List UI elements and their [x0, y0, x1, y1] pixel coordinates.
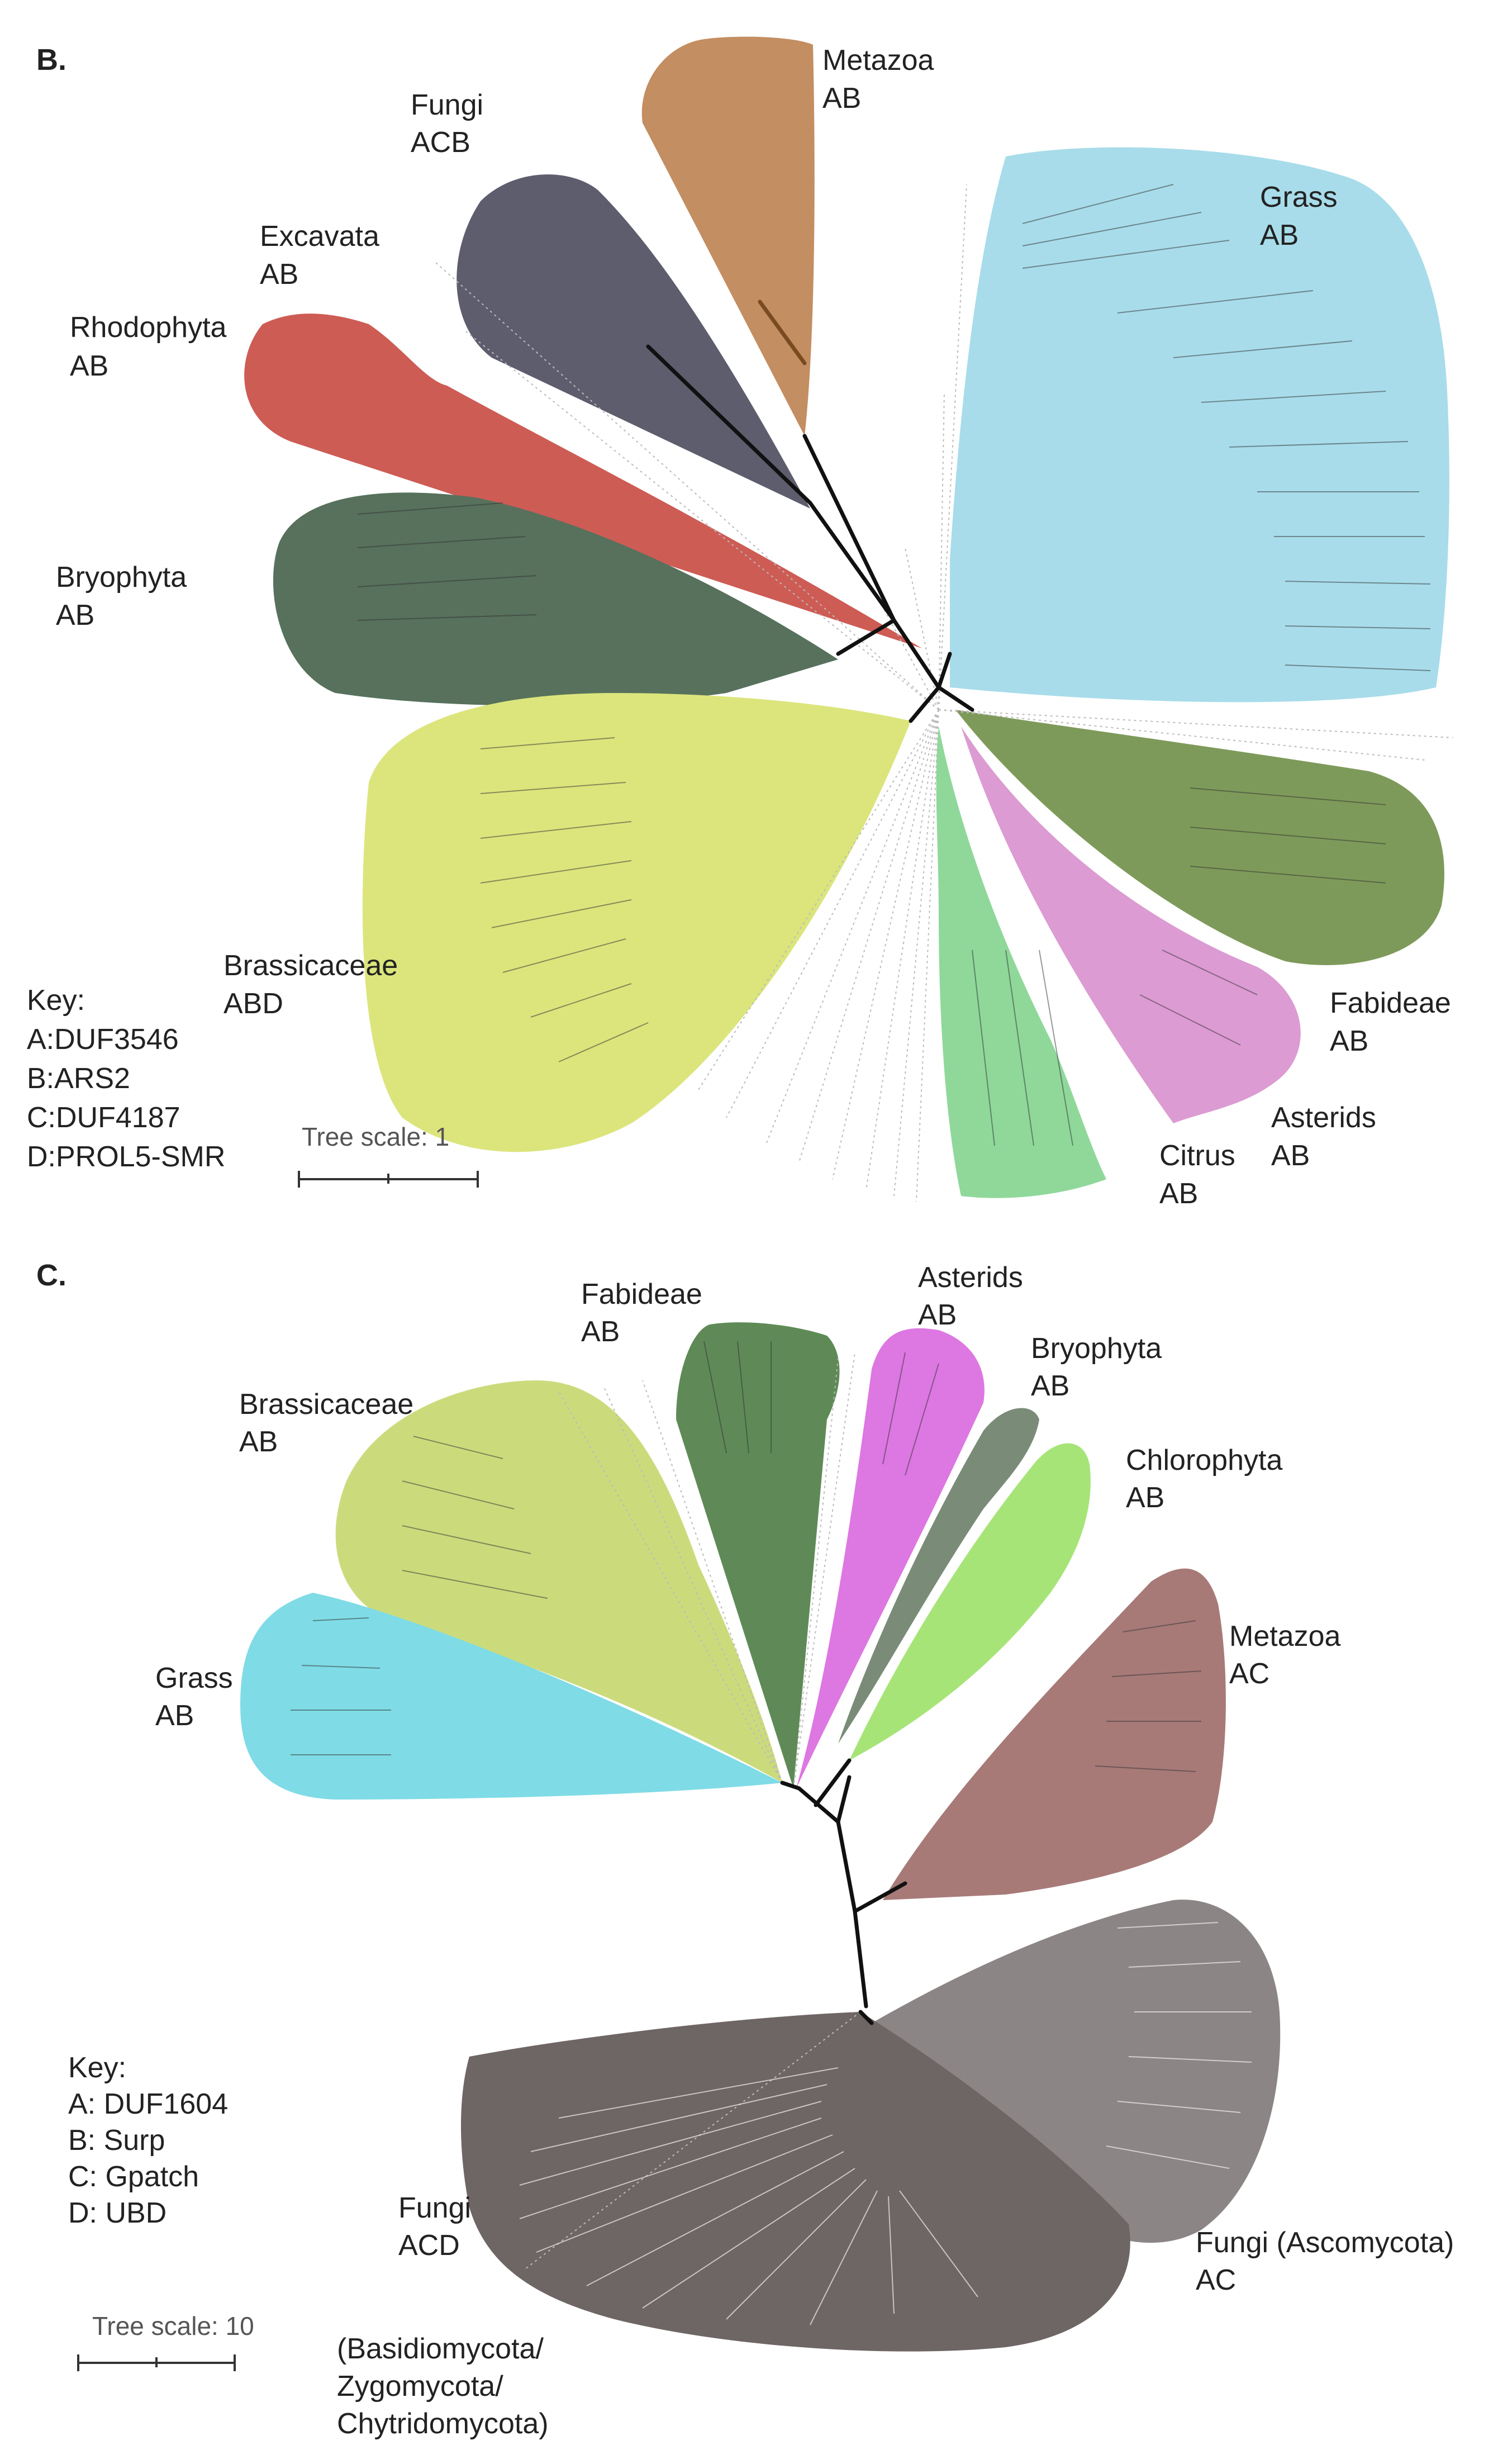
tree-scale-c: Tree scale: 10	[77, 2311, 254, 2371]
clade-c-fungi-basidio-wedge	[461, 2012, 1130, 2352]
tree-scale-b-bar	[298, 1171, 479, 1188]
key-b-item: D:PROL5-SMR	[27, 1141, 225, 1173]
clade-c-asterids-name: Asterids	[918, 1261, 1023, 1294]
clade-b-bryophyta-domains: AB	[56, 599, 94, 632]
leaf-labels-b	[357, 184, 1431, 1146]
clade-b-asterids-name: Asterids	[1271, 1102, 1376, 1134]
clade-b-citrus-name: Citrus	[1159, 1140, 1235, 1172]
clade-b-brassicaceae-domains: ABD	[223, 988, 283, 1020]
clade-c-brassicaceae-name: Brassicaceae	[239, 1388, 413, 1421]
clade-c-chlorophyta-domains: AB	[1126, 1482, 1164, 1514]
clade-b-fabideae-wedge	[955, 710, 1444, 965]
clade-c-fungi-asco-wedge	[872, 1900, 1281, 2243]
clade-b-fungi-wedge	[456, 174, 810, 509]
clade-b-grass-name: Grass	[1260, 181, 1338, 213]
key-b-item: B:ARS2	[27, 1062, 130, 1095]
clade-c-asterids-wedge	[796, 1328, 985, 1788]
clade-c-metazoa-domains: AC	[1229, 1658, 1269, 1690]
clade-b-excavata-domains: AB	[260, 258, 298, 291]
clade-b-rhodophyta-name: Rhodophyta	[70, 311, 227, 344]
tree-scale-c-bar	[77, 2354, 236, 2371]
leaf-labels-c	[519, 1922, 1252, 2325]
clade-b-bryophyta-name: Bryophyta	[56, 561, 187, 594]
clade-b-bryophyta-wedge	[273, 492, 838, 706]
key-b-item: A:DUF3546	[27, 1023, 179, 1056]
clade-c-bryophyta-domains: AB	[1031, 1370, 1069, 1402]
clade-c-fungi-note-line: (Basidiomycota/	[337, 2333, 544, 2365]
tree-scale-c-label: Tree scale: 10	[92, 2311, 254, 2340]
clade-b-brassicaceae-name: Brassicaceae	[223, 949, 398, 982]
clade-c-brassicaceae-domains: AB	[239, 1426, 278, 1458]
clade-b-metazoa-domains: AB	[822, 82, 861, 115]
clade-c-metazoa-name: Metazoa	[1229, 1620, 1341, 1653]
tree-scale-b-label: Tree scale: 1	[302, 1122, 449, 1151]
clade-c-grass-wedge	[240, 1593, 782, 1800]
clade-b-citrus-wedge	[936, 727, 1106, 1198]
clade-c-chlorophyta-wedge	[849, 1443, 1091, 1760]
key-c-item: B: Surp	[68, 2124, 165, 2157]
clade-c-fungi-asco-name: Fungi (Ascomycota)	[1196, 2226, 1454, 2259]
leaf-labels-c-dark	[291, 1341, 1202, 1772]
clade-b-fabideae-domains: AB	[1330, 1025, 1368, 1057]
clade-b-metazoa-wedge	[641, 36, 815, 436]
clade-b-grass-wedge	[950, 147, 1449, 702]
clade-c-grass-domains: AB	[155, 1699, 194, 1732]
unshaded-branches-b	[435, 184, 1453, 1202]
clade-b-metazoa-name: Metazoa	[822, 44, 934, 77]
clade-c-metazoa-wedge	[883, 1568, 1226, 1900]
clade-c-fungi-note-line: Chytridomycota)	[337, 2408, 549, 2440]
clade-c-chlorophyta-name: Chlorophyta	[1126, 1444, 1282, 1476]
panel-c-label: C.	[36, 1259, 66, 1292]
panel-b-label: B.	[36, 43, 66, 77]
key-b-title: Key:	[27, 984, 85, 1017]
panel-b: B.	[27, 36, 1453, 1210]
clade-b-grass-domains: AB	[1260, 219, 1299, 251]
clade-b-asterids-domains: AB	[1271, 1140, 1310, 1172]
clade-c-fabideae-wedge	[676, 1322, 840, 1788]
key-b-item: C:DUF4187	[27, 1102, 180, 1134]
key-c: Key: A: DUF1604 B: Surp C: Gpatch D: UBD	[68, 2052, 228, 2229]
clade-c-fungi-domains: ACD	[398, 2229, 460, 2262]
clade-c-bryophyta-name: Bryophyta	[1031, 1332, 1162, 1365]
clade-c-fungi-note-line: Zygomycota/	[337, 2370, 503, 2403]
clade-c-bryophyta-wedge	[838, 1408, 1039, 1744]
clade-c-fungi-asco-domains: AC	[1196, 2264, 1236, 2296]
clade-c-brassicaceae-wedge	[335, 1380, 782, 1783]
unshaded-branches-c	[525, 1352, 861, 2270]
clade-b-fabideae-name: Fabideae	[1330, 987, 1451, 1019]
clade-c-grass-name: Grass	[155, 1662, 233, 1694]
tree-branches-b	[646, 300, 974, 723]
tree-scale-b: Tree scale: 1	[298, 1122, 479, 1188]
clade-b-excavata-name: Excavata	[260, 220, 379, 253]
clade-c-fungi-name: Fungi	[398, 2192, 471, 2224]
clade-b-fungi-domains: ACB	[411, 126, 470, 159]
clade-b-rhodophyta-wedge	[244, 314, 922, 648]
key-c-item: A: DUF1604	[68, 2088, 228, 2120]
clade-c-fabideae-name: Fabideae	[581, 1278, 702, 1311]
key-c-title: Key:	[68, 2052, 126, 2084]
clade-c-asterids-domains: AB	[918, 1299, 957, 1331]
panel-c: C.	[36, 1259, 1454, 2440]
key-b: Key: A:DUF3546 B:ARS2 C:DUF4187 D:PROL5-…	[27, 984, 225, 1173]
key-c-item: C: Gpatch	[68, 2161, 199, 2193]
clade-b-brassicaceae-wedge	[362, 693, 911, 1152]
clade-b-rhodophyta-domains: AB	[70, 350, 108, 382]
clade-c-fabideae-domains: AB	[581, 1316, 620, 1348]
clade-b-fungi-name: Fungi	[411, 89, 483, 121]
clade-b-asterids-wedge	[961, 727, 1301, 1123]
key-c-item: D: UBD	[68, 2197, 167, 2229]
clade-b-citrus-domains: AB	[1159, 1178, 1198, 1210]
tree-branches-c	[780, 1758, 907, 2025]
